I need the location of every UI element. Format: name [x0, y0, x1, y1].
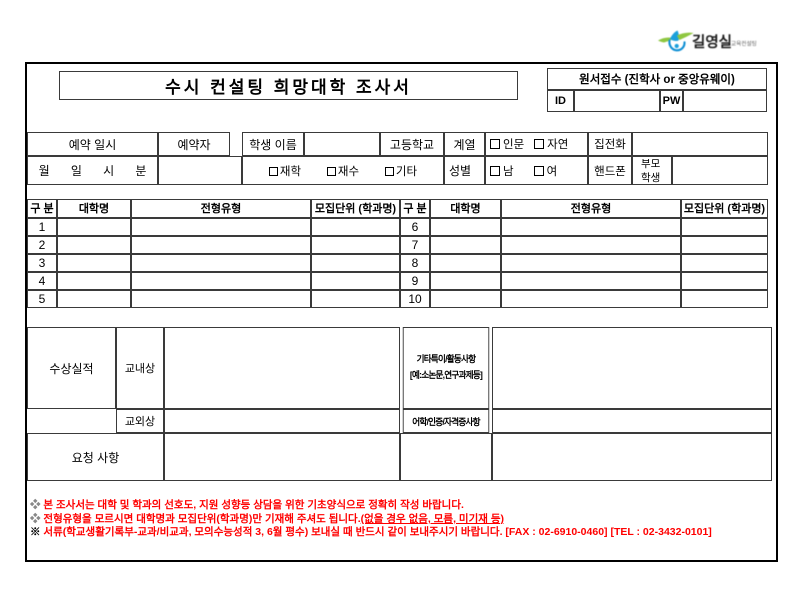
svg-text:교육컨설팅: 교육컨설팅 [731, 40, 757, 48]
svg-text:길영실: 길영실 [692, 33, 732, 51]
